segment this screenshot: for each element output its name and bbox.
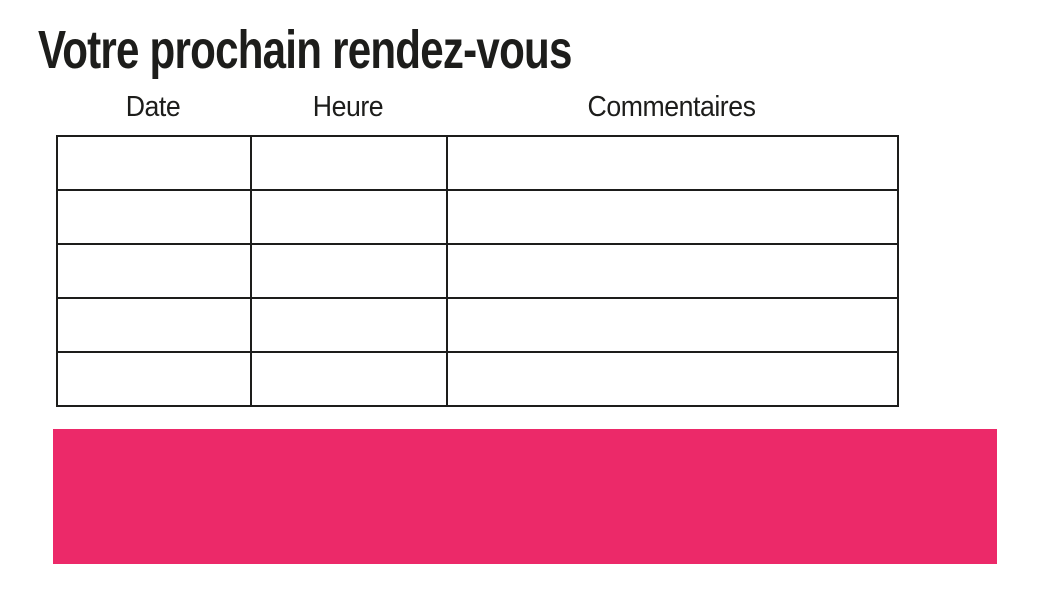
accent-banner [53, 429, 997, 564]
table-cell [446, 135, 899, 191]
table-cell [446, 243, 899, 299]
table-cell [250, 189, 448, 245]
table-row [56, 189, 899, 245]
table-cell [446, 351, 899, 407]
table-cell [446, 297, 899, 353]
column-header-heure: Heure [312, 90, 384, 123]
table-row [56, 243, 899, 299]
table-cell [56, 189, 252, 245]
table-row [56, 135, 899, 191]
table-cell [250, 135, 448, 191]
table-row [56, 351, 899, 407]
page-title: Votre prochain rendez-vous [38, 20, 572, 80]
table-cell [56, 243, 252, 299]
table-column-headers: Date Heure Commentaires [56, 89, 897, 125]
column-header-date: Date [125, 90, 181, 123]
table-cell [56, 135, 252, 191]
table-cell [250, 297, 448, 353]
appointments-table [56, 135, 899, 407]
table-cell [56, 297, 252, 353]
table-cell [250, 351, 448, 407]
table-row [56, 297, 899, 353]
table-cell [446, 189, 899, 245]
table-cell [250, 243, 448, 299]
column-header-commentaires: Commentaires [587, 90, 756, 123]
table-cell [56, 351, 252, 407]
appointments-table-body [56, 135, 899, 407]
